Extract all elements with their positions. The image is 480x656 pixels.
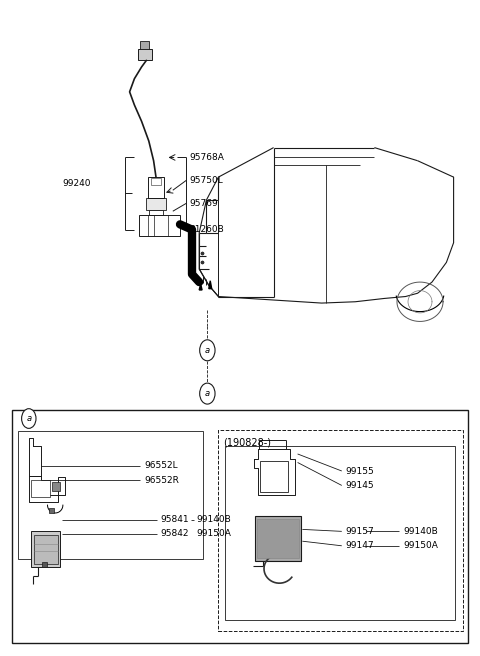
Bar	[49, 508, 54, 513]
Bar	[146, 198, 166, 210]
Bar	[139, 215, 180, 236]
Bar	[18, 431, 203, 559]
Bar	[218, 430, 463, 631]
Bar	[260, 461, 288, 492]
Circle shape	[200, 340, 215, 361]
Bar	[31, 480, 50, 497]
Text: 99140B: 99140B	[403, 527, 438, 536]
Polygon shape	[209, 281, 212, 289]
Bar	[34, 535, 58, 564]
Bar	[225, 446, 455, 620]
Bar	[148, 177, 164, 198]
Bar	[140, 41, 149, 49]
Polygon shape	[199, 284, 202, 290]
Text: 99150A: 99150A	[197, 529, 232, 539]
Text: 99147: 99147	[346, 541, 374, 550]
Bar	[42, 562, 47, 567]
Text: 95750L: 95750L	[190, 176, 223, 185]
Text: 99150A: 99150A	[403, 541, 438, 550]
Circle shape	[22, 409, 36, 428]
Bar	[138, 49, 152, 60]
Text: 99145: 99145	[346, 481, 374, 490]
Bar	[31, 531, 60, 567]
Bar	[255, 516, 301, 561]
Text: 99140B: 99140B	[197, 515, 231, 524]
Text: 99240: 99240	[63, 179, 91, 188]
Bar	[12, 410, 468, 643]
Bar	[151, 178, 161, 185]
Text: 95841: 95841	[161, 515, 190, 524]
Text: 81260B: 81260B	[190, 225, 224, 234]
Bar	[52, 482, 60, 491]
Text: 99157: 99157	[346, 527, 374, 536]
Text: 95769: 95769	[190, 199, 218, 208]
Bar	[149, 210, 163, 215]
Text: a: a	[205, 389, 210, 398]
Text: 95842: 95842	[161, 529, 189, 539]
Text: 99155: 99155	[346, 466, 374, 476]
Text: 96552L: 96552L	[144, 461, 178, 470]
Circle shape	[200, 383, 215, 404]
Text: 95768A: 95768A	[190, 153, 225, 162]
Text: 96552R: 96552R	[144, 476, 179, 485]
Text: (190828-): (190828-)	[223, 437, 271, 447]
Text: a: a	[26, 414, 31, 423]
Bar	[257, 519, 299, 558]
Text: a: a	[205, 346, 210, 355]
